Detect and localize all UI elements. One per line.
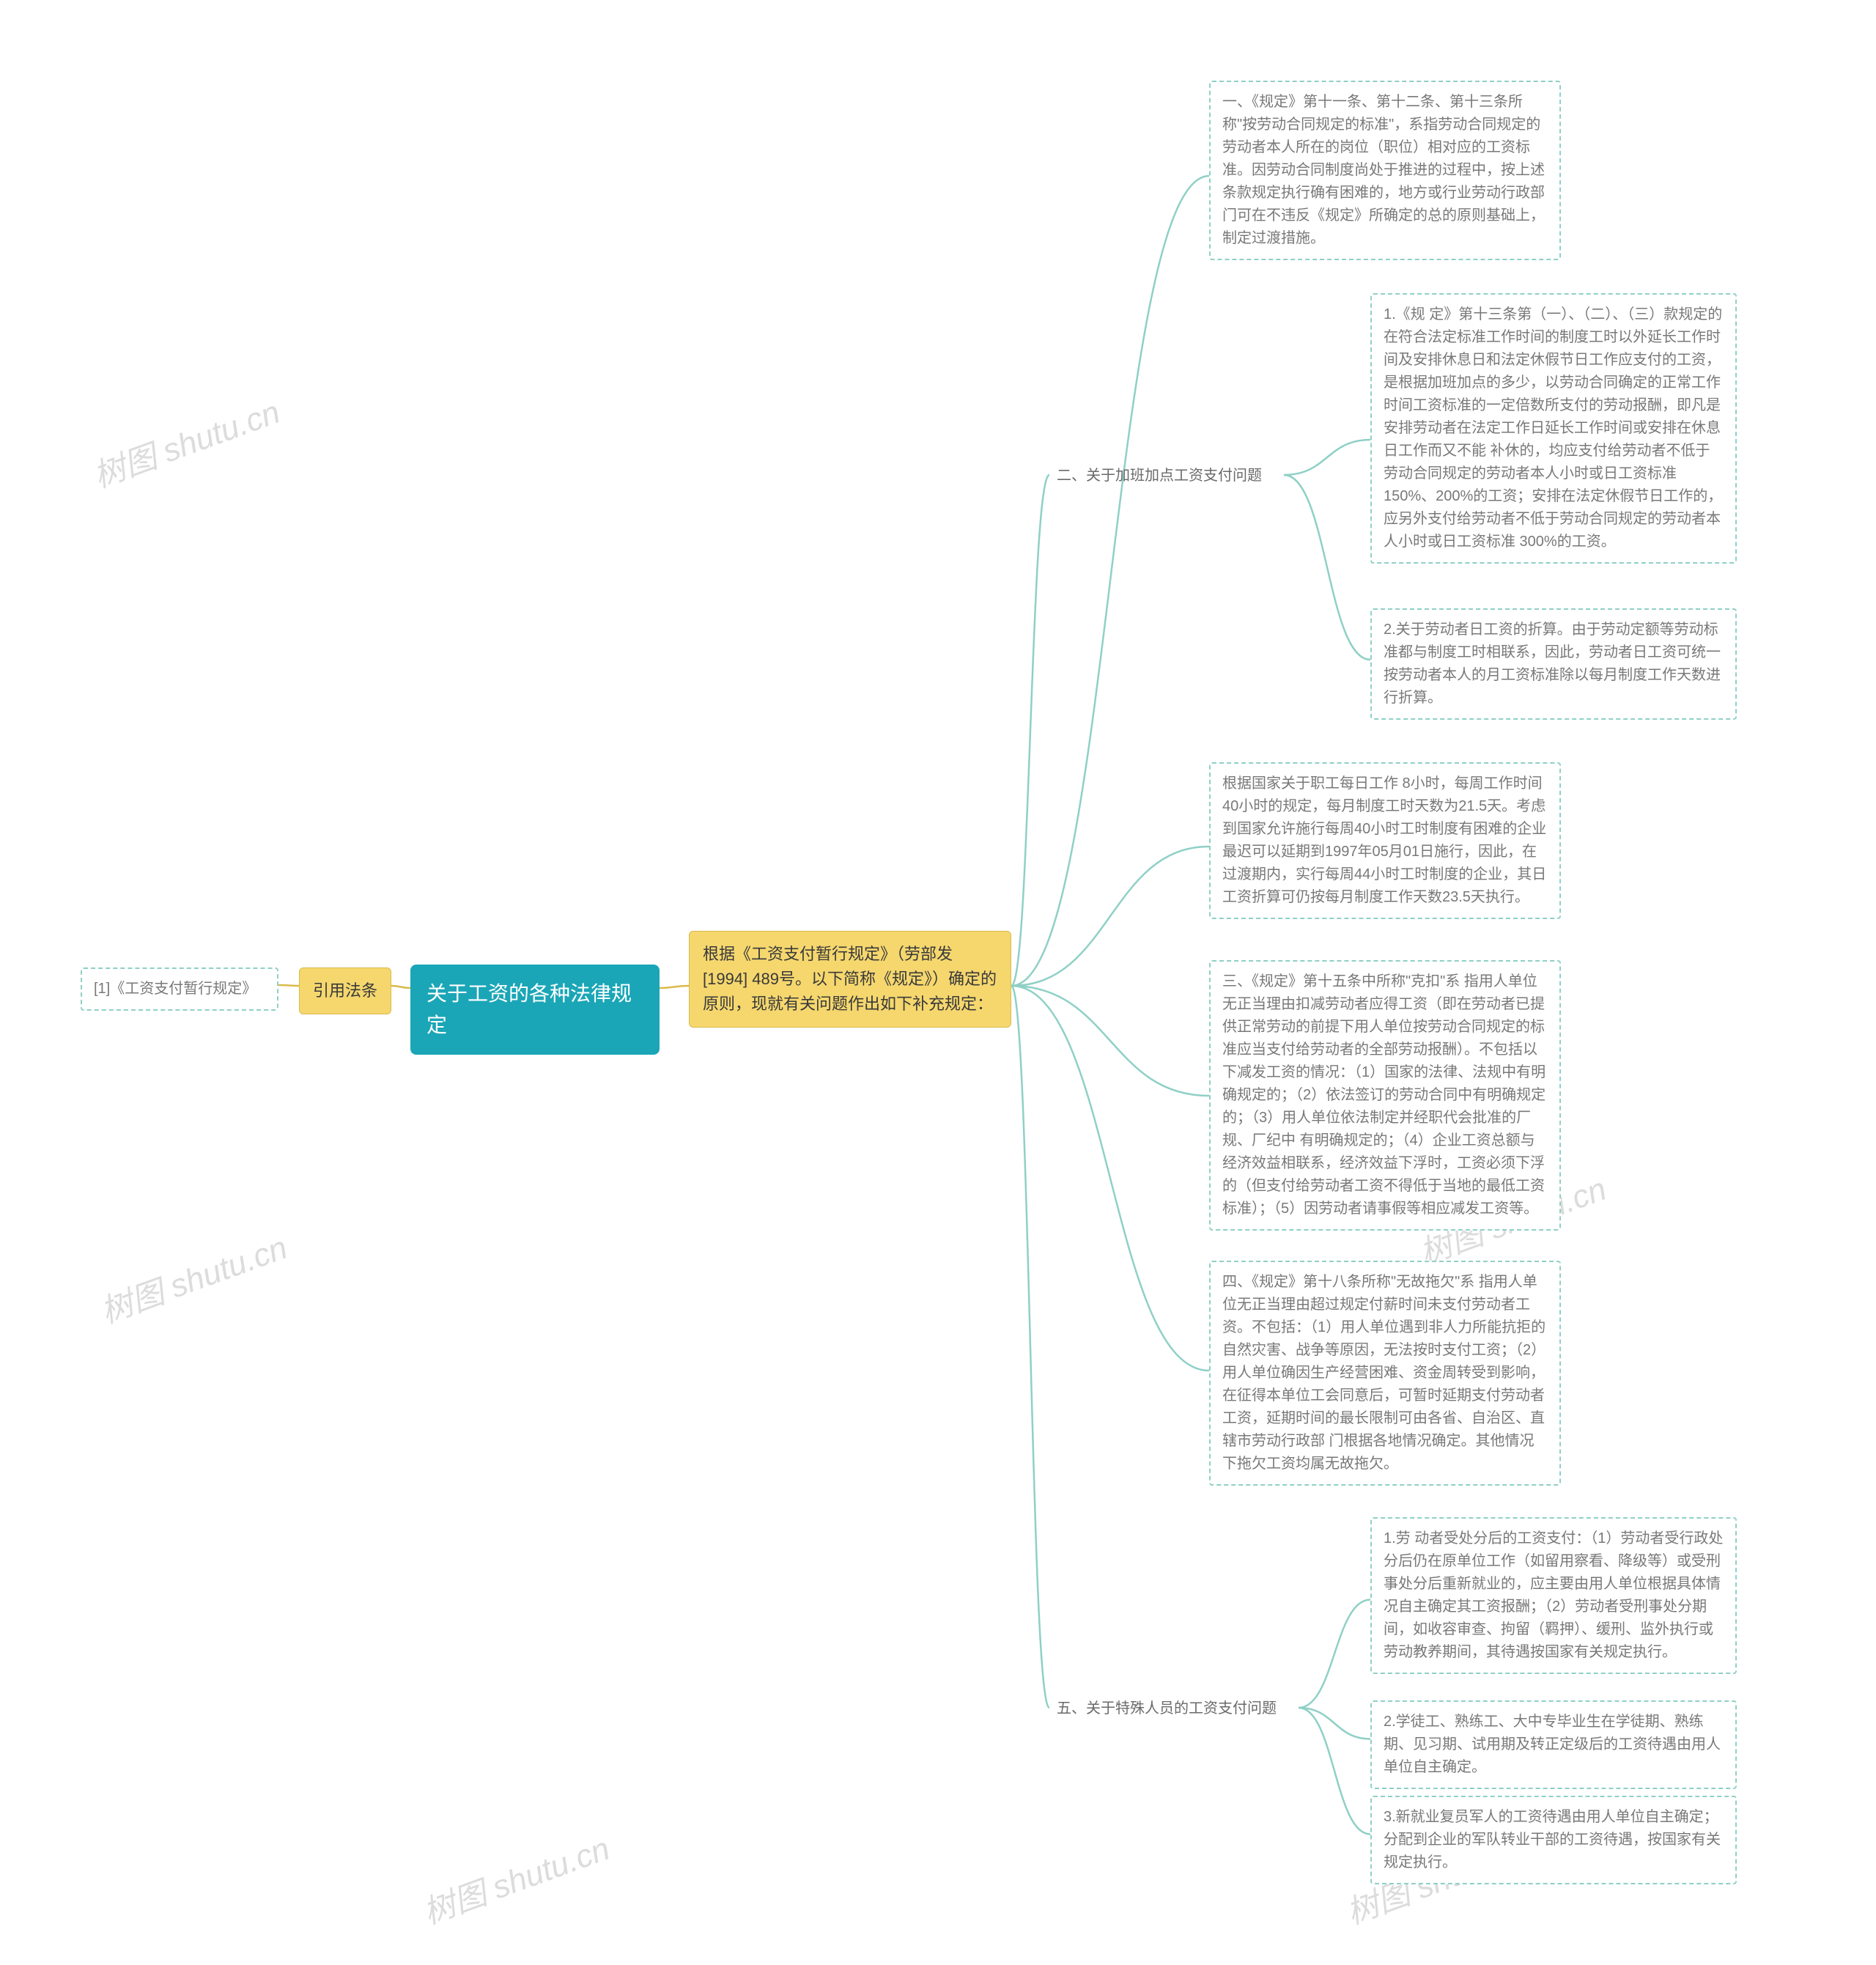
connector [1011, 847, 1209, 986]
connector [1011, 986, 1209, 1096]
node-c4[interactable]: 三、《规定》第十五条中所称"克扣"系 指用人单位无正当理由扣减劳动者应得工资（即… [1209, 960, 1561, 1231]
node-c2b[interactable]: 2.关于劳动者日工资的折算。由于劳动定额等劳动标准都与制度工时相联系，因此，劳动… [1370, 608, 1737, 720]
connector [278, 985, 299, 986]
left-branch-node[interactable]: 引用法条 [299, 967, 391, 1014]
node-c2a[interactable]: 1.《规 定》第十三条第（一）、（二）、（三）款规定的在符合法定标准工作时间的制… [1370, 293, 1737, 564]
connector [1011, 986, 1049, 1708]
right-branch-node[interactable]: 根据《工资支付暂行规定》（劳部发[1994] 489号。以下简称《规定》）确定的… [689, 931, 1011, 1028]
node-c1[interactable]: 一、《规定》第十一条、第十二条、第十三条所称"按劳动合同规定的标准"，系指劳动合… [1209, 81, 1561, 260]
node-c6b[interactable]: 2.学徒工、熟练工、大中专毕业生在学徒期、熟练期、见习期、试用期及转正定级后的工… [1370, 1700, 1737, 1789]
connector [391, 986, 410, 988]
root-node[interactable]: 关于工资的各种法律规定 [410, 965, 660, 1055]
node-c3[interactable]: 根据国家关于职工每日工作 8小时，每周工作时间40小时的规定，每月制度工时天数为… [1209, 762, 1561, 919]
connector [1299, 1708, 1370, 1835]
mindmap-canvas: 树图 shutu.cn树图 shutu.cn树图 shutu.cn树图 shut… [0, 0, 1876, 1965]
connector [660, 986, 689, 988]
connector [1284, 440, 1370, 475]
connector [1299, 1600, 1370, 1708]
connector [1011, 986, 1209, 1371]
watermark: 树图 shutu.cn [86, 386, 285, 496]
node-c6[interactable]: 五、关于特殊人员的工资支付问题 [1049, 1693, 1299, 1725]
connector [1299, 1708, 1370, 1739]
connector [1284, 475, 1370, 660]
connector [1011, 475, 1049, 986]
node-c2[interactable]: 二、关于加班加点工资支付问题 [1049, 460, 1284, 492]
node-c5[interactable]: 四、《规定》第十八条所称"无故拖欠"系 指用人单位无正当理由超过规定付薪时间未支… [1209, 1261, 1561, 1486]
node-c6c[interactable]: 3.新就业复员军人的工资待遇由用人单位自主确定；分配到企业的军队转业干部的工资待… [1370, 1796, 1737, 1884]
left-leaf-node[interactable]: [1]《工资支付暂行规定》 [81, 967, 278, 1011]
watermark: 树图 shutu.cn [93, 1221, 292, 1332]
connector [1011, 176, 1209, 986]
watermark: 树图 shutu.cn [416, 1822, 615, 1933]
node-c6a[interactable]: 1.劳 动者受处分后的工资支付：（1）劳动者受行政处分后仍在原单位工作（如留用察… [1370, 1517, 1737, 1674]
